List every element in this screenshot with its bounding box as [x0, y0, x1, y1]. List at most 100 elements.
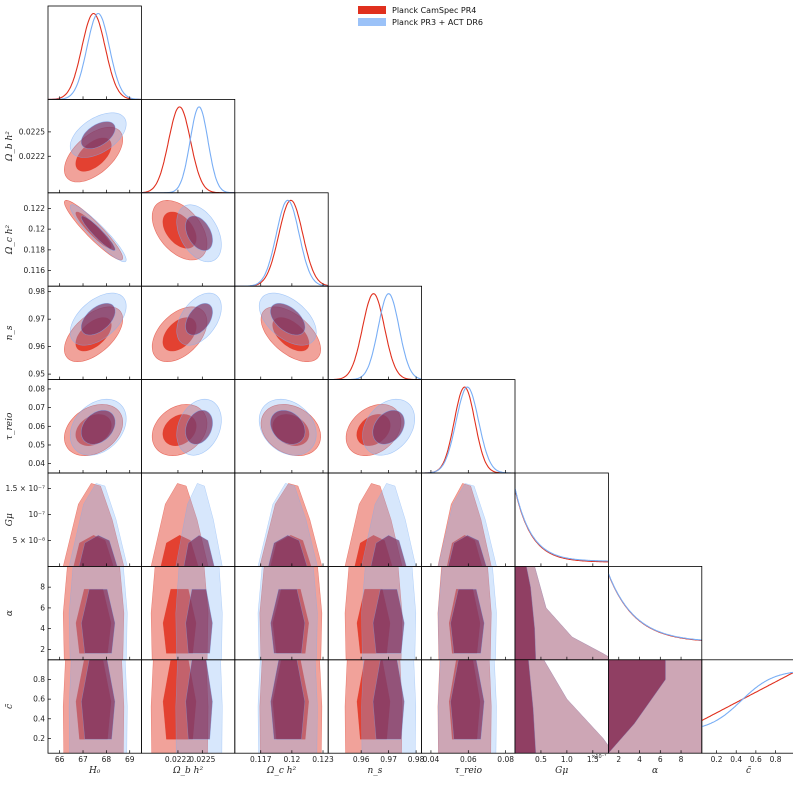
panel-G_mu-vs-n_s — [327, 472, 423, 567]
panel-G_mu-vs-tau_reio — [421, 472, 516, 567]
panel-omega_b-vs-H_0: 0.0222 0.0225 — [19, 99, 142, 194]
x-tick-label: 69 — [125, 755, 135, 764]
panel-alpha-vs-omega_b — [140, 566, 236, 661]
x-tick-label: 0.12 — [284, 755, 301, 764]
panel-frame — [140, 99, 236, 194]
panel-n_s-vs-omega_c — [234, 285, 329, 381]
panel-G_mu-vs-omega_c — [234, 472, 329, 567]
panel-alpha-vs-tau_reio — [421, 566, 516, 661]
y-tick-label: 4 — [40, 624, 45, 633]
panel-frame — [701, 659, 793, 754]
y-axis-label-tau_reio: τ_reio — [5, 412, 15, 440]
legend-swatch-act — [358, 18, 386, 26]
marginal-curve-act — [608, 573, 702, 641]
panel-alpha-vs-H_0: 2 4 6 8 — [40, 566, 142, 661]
x-tick-label: 0.123 — [312, 755, 334, 764]
panel-c_tilde-vs-c_tilde: 0.2 0.4 0.6 0.8 — [701, 659, 793, 764]
y-tick-label: 0.116 — [24, 266, 46, 275]
contour-1sigma-act — [185, 215, 213, 251]
y-tick-label: 6 — [40, 603, 45, 612]
x-tick-label: 66 — [55, 755, 65, 764]
contour-1sigma-act — [185, 588, 213, 654]
contour-1sigma-act — [608, 659, 666, 754]
y-tick-label: 0.04 — [28, 459, 45, 468]
panel-n_s-vs-n_s — [327, 285, 423, 381]
x-tick-label: 2 — [616, 755, 621, 764]
x-tick-label: 6 — [658, 755, 663, 764]
marginal-curve-act — [515, 488, 609, 562]
y-tick-label: 0.12 — [28, 225, 45, 234]
contour-1sigma-act — [185, 302, 213, 336]
x-axis-label-alpha: α — [652, 766, 658, 776]
x-tick-label: 67 — [78, 755, 88, 764]
panel-c_tilde-vs-omega_c: 0.117 0.12 0.123 — [234, 659, 334, 764]
y-tick-label: 0.122 — [24, 204, 46, 213]
x-tick-label: 0.96 — [353, 755, 370, 764]
panel-G_mu-vs-G_mu — [514, 472, 609, 567]
y-tick-label: 0.06 — [28, 422, 45, 431]
contour-1sigma-act — [270, 588, 306, 654]
x-tick-label: 1.5 — [587, 755, 599, 764]
panel-c_tilde-vs-H_0: 66 67 68 69 0.2 0.4 0.6 0.8 — [33, 659, 142, 764]
contour-1sigma-act — [80, 121, 116, 149]
y-tick-label: 8 — [40, 583, 45, 592]
y-tick-label: 0.8 — [33, 675, 45, 684]
y-tick-label: 0.0222 — [19, 152, 45, 161]
panel-n_s-vs-omega_b — [140, 285, 236, 381]
x-tick-label: 68 — [102, 755, 112, 764]
panel-alpha-vs-G_mu — [514, 566, 609, 661]
x-tick-label: 0.08 — [497, 755, 514, 764]
panel-omega_c-vs-omega_b — [140, 192, 236, 287]
x-tick-label: 1.0 — [561, 755, 573, 764]
contour-1sigma-act — [450, 588, 485, 654]
marginal-curve-camspec — [515, 488, 609, 563]
panel-c_tilde-vs-G_mu: 0.5 1.0 1.5 — [514, 659, 609, 764]
y-tick-label: 2 — [40, 645, 45, 654]
marginal-curve-act — [421, 386, 515, 474]
panel-frame — [327, 285, 423, 381]
legend-swatch-camspec — [358, 6, 386, 14]
y-tick-label: 10⁻⁷ — [28, 510, 45, 519]
panel-frame — [47, 5, 142, 100]
y-tick-label: 0.98 — [28, 287, 45, 296]
contour-1sigma-act — [80, 215, 116, 251]
marginal-curve-camspec — [328, 293, 422, 380]
marginal-curve-camspec — [421, 386, 515, 474]
x-tick-label: 0.97 — [380, 755, 397, 764]
x-tick-label: 0.6 — [750, 755, 762, 764]
marginal-curve-act — [701, 671, 793, 728]
y-tick-label: 0.95 — [28, 370, 45, 379]
legend: Planck CamSpec PR4 Planck PR3 + ACT DR6 — [358, 4, 490, 30]
y-axis-label-omega_c: Ω_c h² — [5, 224, 15, 255]
y-tick-label: 0.0225 — [19, 127, 45, 136]
panel-c_tilde-vs-tau_reio: 0.04 0.06 0.08 — [421, 659, 516, 764]
panel-tau_reio-vs-tau_reio — [421, 379, 516, 474]
legend-item-act: Planck PR3 + ACT DR6 — [358, 16, 490, 28]
x-axis-label-H_0: H₀ — [88, 766, 101, 776]
marginal-curve-act — [141, 106, 235, 193]
y-tick-label: 0.6 — [33, 695, 45, 704]
panel-c_tilde-vs-n_s: 0.96 0.97 0.98 — [327, 659, 425, 764]
contour-1sigma-act — [185, 409, 213, 445]
contour-1sigma-act — [80, 409, 116, 445]
panel-alpha-vs-omega_c — [234, 566, 329, 661]
panel-frame — [514, 472, 609, 567]
y-axis-label-G_mu: Gμ — [5, 513, 15, 526]
panel-frame — [608, 566, 703, 661]
panel-alpha-vs-n_s — [327, 566, 423, 661]
y-tick-label: 5 × 10⁻⁸ — [13, 536, 45, 545]
panel-tau_reio-vs-H_0: 0.04 0.05 0.06 0.07 0.08 — [28, 379, 142, 474]
x-tick-label: 0.04 — [423, 755, 440, 764]
x-tick-label: 0.0225 — [189, 755, 215, 764]
panel-tau_reio-vs-omega_c — [234, 379, 329, 474]
contour-1sigma-act — [515, 566, 537, 660]
x-tick-label: 0.06 — [460, 755, 477, 764]
marginal-curve-act — [328, 293, 422, 380]
contour-1sigma-act — [515, 659, 537, 754]
panel-omega_c-vs-H_0: 0.116 0.118 0.12 0.122 — [24, 192, 142, 287]
panel-G_mu-vs-H_0: 5 × 10⁻⁸ 10⁻⁷ 1.5 × 10⁻⁷ — [6, 472, 142, 567]
x-tick-label: 0.5 — [535, 755, 547, 764]
x-tick-label: 0.2 — [711, 755, 723, 764]
panel-G_mu-vs-omega_b — [140, 472, 236, 567]
